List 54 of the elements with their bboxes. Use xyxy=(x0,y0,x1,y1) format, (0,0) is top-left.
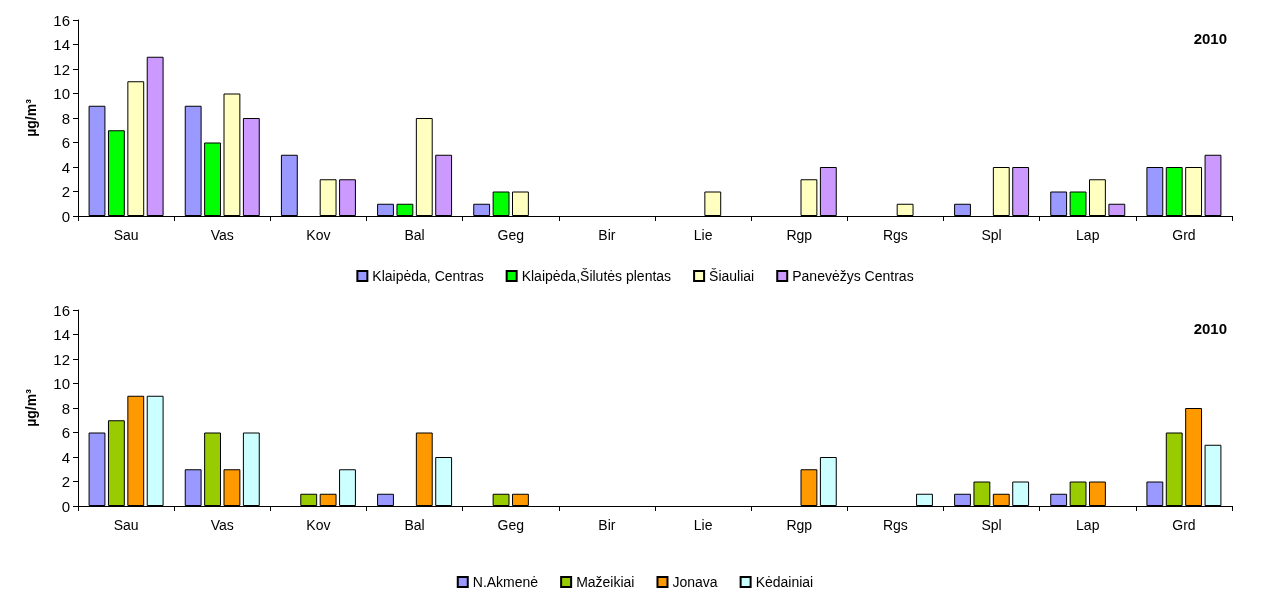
x-tick-label: Rgs xyxy=(882,227,908,243)
legend-label: Kėdainiai xyxy=(755,574,814,590)
x-tick-label: Lap xyxy=(1076,227,1100,243)
y-tick-label: 14 xyxy=(53,36,70,53)
y-tick-label: 12 xyxy=(53,350,70,368)
y-tick-label: 0 xyxy=(61,497,70,515)
legend-label: Šiauliai xyxy=(709,268,755,284)
x-tick-label: Spl xyxy=(981,227,1002,243)
x-tick-label: Bal xyxy=(404,227,425,243)
x-tick-label: Lap xyxy=(1076,517,1100,533)
text: 2010 xyxy=(1193,30,1228,47)
x-tick-label: Vas xyxy=(210,517,234,533)
y-tick-label: 2 xyxy=(61,473,70,490)
x-tick-label: Bir xyxy=(598,227,616,243)
legend-label: N.Akmenė xyxy=(472,574,539,590)
x-tick-label: Bir xyxy=(598,517,616,533)
x-tick-label: Sau xyxy=(113,517,139,533)
x-tick-label: Lie xyxy=(693,517,713,533)
x-tick-label: Rgp xyxy=(786,227,813,243)
y-tick-label: 4 xyxy=(61,158,70,176)
x-tick-label: Bal xyxy=(404,517,425,533)
x-tick-label: Vas xyxy=(210,227,234,243)
y-tick-label: 6 xyxy=(61,424,70,441)
x-tick-label: Sau xyxy=(113,227,139,243)
x-tick-label: Rgp xyxy=(786,517,813,533)
x-tick-label: Kov xyxy=(306,517,331,533)
x-tick-label: Grd xyxy=(1172,517,1196,533)
y-tick-label: 6 xyxy=(61,134,70,151)
legend-label: Jonava xyxy=(672,574,718,590)
y-tick-label: 10 xyxy=(53,375,70,392)
x-tick-label: Lie xyxy=(693,227,713,243)
x-tick-label: Grd xyxy=(1172,227,1196,243)
legend-label: Panevėžys Centras xyxy=(792,268,914,284)
y-tick-label: 16 xyxy=(53,11,70,29)
y-tick-label: 4 xyxy=(61,448,70,466)
y-tick-label: 8 xyxy=(61,109,70,127)
x-tick-label: Rgs xyxy=(882,517,908,533)
y-tick-label: 12 xyxy=(53,60,70,78)
y-tick-label: 14 xyxy=(53,326,70,343)
y-tick-label: 2 xyxy=(61,183,70,200)
y-axis-title: µg/m³ xyxy=(23,388,39,427)
text: 2010 xyxy=(1193,320,1228,337)
x-tick-label: Kov xyxy=(306,227,331,243)
y-tick-label: 16 xyxy=(53,301,70,319)
y-tick-label: 0 xyxy=(61,207,70,225)
y-tick-label: 8 xyxy=(61,399,70,417)
y-axis-title: µg/m³ xyxy=(23,98,39,137)
x-tick-label: Geg xyxy=(497,517,524,533)
x-tick-label: Geg xyxy=(497,227,524,243)
legend-label: Mažeikiai xyxy=(576,574,635,590)
x-tick-label: Spl xyxy=(981,517,1002,533)
legend-label: Klaipėda,Šilutės plentas xyxy=(521,268,672,284)
y-tick-label: 10 xyxy=(53,85,70,102)
legend-label: Klaipėda, Centras xyxy=(372,268,484,284)
